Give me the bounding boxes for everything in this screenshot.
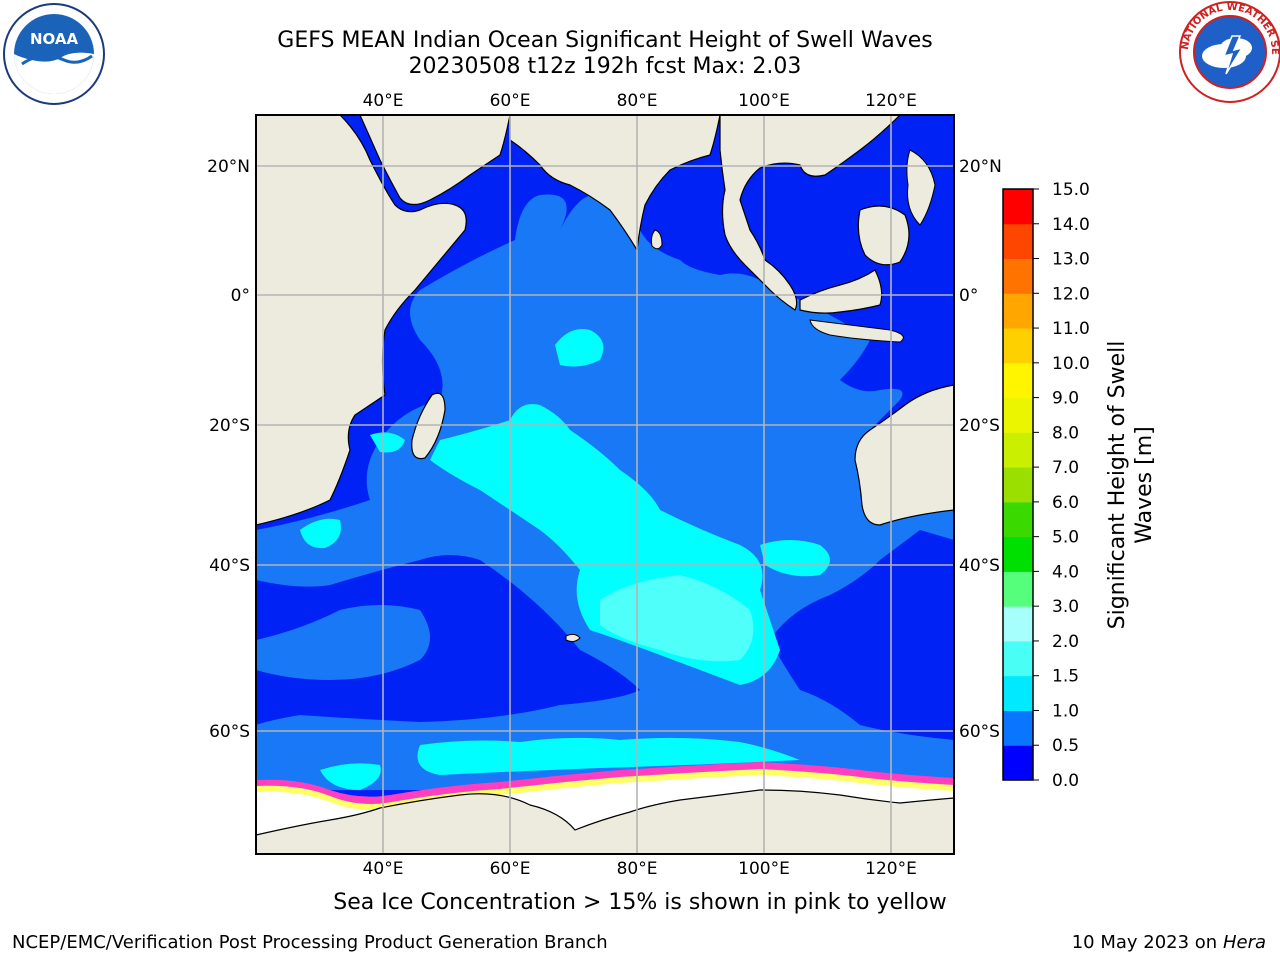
lat-label-left: 40°S [209,556,250,576]
colorbar-segment [1003,640,1033,677]
colorbar-segment [1003,467,1033,503]
land-africa [256,115,467,526]
land-kerguelen [565,633,581,643]
colorbar-tick-label: 4.0 [1052,562,1079,582]
colorbar: 0.0 0.5 1.0 1.5 2.0 3.0 4.0 5.0 6.0 7.0 8.0 9.0 10.0… [1002,180,1090,791]
swell-patch-sw2 [370,432,405,453]
lat-label-right: 60°S [959,722,1000,742]
colorbar-segment [1003,189,1033,225]
colorbar-tick-label: 8.0 [1052,423,1079,443]
colorbar-tick-label: 7.0 [1052,458,1079,478]
svg-text:NOAA: NOAA [30,30,79,48]
colorbar-segment [1003,571,1033,607]
swell-patch-sw [300,518,341,549]
land-madagascar [411,392,446,460]
sea-ice-note: Sea Ice Concentration > 15% is shown in … [333,890,947,915]
title-line-2: 20230508 t12z 192h fcst Max: 2.03 [408,54,802,79]
colorbar-segment [1003,328,1033,364]
nws-logo-icon: NATIONAL WEATHER SERVICE [1178,0,1280,103]
lat-label-right: 40°S [959,556,1000,576]
land-indonesia [799,269,883,314]
swell-band-peak [600,575,754,662]
lon-labels-top: 40°E 60°E 80°E 100°E 120°E [363,91,917,111]
land-borneo [857,205,910,266]
colorbar-tick-label: 3.0 [1052,597,1079,617]
colorbar-tick-label: 15.0 [1052,180,1090,200]
lon-label-bottom: 40°E [363,859,404,879]
colorbar-tick-label: 0.0 [1052,771,1079,791]
swell-band-mid-south [256,605,430,680]
lat-label-right: 20°N [959,157,1002,177]
lon-label-top: 40°E [363,91,404,111]
lon-labels-bottom: 40°E 60°E 80°E 100°E 120°E [363,859,917,879]
lon-label-bottom: 120°E [865,859,917,879]
land-southeast-asia [719,115,901,311]
lat-label-left: 20°S [209,416,250,436]
colorbar-label-line-2: Waves [m] [1132,426,1157,543]
colorbar-tick-label: 12.0 [1052,284,1090,304]
colorbar-tick-label: 13.0 [1052,250,1090,270]
lon-label-bottom: 60°E [490,859,531,879]
colorbar-tick-label: 10.0 [1052,354,1090,374]
map-frame [255,114,955,855]
colorbar-segment [1003,362,1033,399]
colorbar-segment [1003,501,1033,538]
colorbar-segment [1003,293,1033,329]
lon-label-top: 60°E [490,91,531,111]
lon-label-bottom: 80°E [617,859,658,879]
credit-left: NCEP/EMC/Verification Post Processing Pr… [12,932,608,953]
land-philippines [906,149,936,226]
lon-label-top: 80°E [617,91,658,111]
graticule [256,115,954,854]
colorbar-segment [1003,432,1033,468]
colorbar-tick-label: 0.5 [1052,736,1079,756]
swell-patch-east [760,540,830,577]
colorbar-segment [1003,710,1033,746]
colorbar-frame [1002,188,1034,781]
credit-host: Hera [1222,932,1266,953]
colorbar-segment [1003,223,1033,260]
lat-label-left: 0° [231,286,250,306]
colorbar-segment [1003,675,1033,711]
colorbar-segment [1003,606,1033,642]
colorbar-segment [1003,536,1033,572]
colorbar-tick-label: 5.0 [1052,528,1079,548]
land-sri-lanka [650,229,663,250]
swell-band-antarctic-2 [320,763,381,790]
lat-label-right: 0° [959,286,978,306]
colorbar-tick-label: 11.0 [1052,319,1090,339]
colorbar-tick-label: 1.5 [1052,667,1079,687]
colorbar-tick-label: 14.0 [1052,215,1090,235]
colorbar-tick-label: 1.0 [1052,701,1079,721]
credit-date: 10 May 2023 on [1071,932,1218,953]
land-australia [854,384,954,526]
lat-labels-left: 20°N 0° 20°S 40°S 60°S [207,157,250,742]
land-antarctica [256,789,954,854]
map-plot-area [256,115,954,854]
lat-label-left: 20°N [207,157,250,177]
lon-label-top: 120°E [865,91,917,111]
colorbar-tick-label: 6.0 [1052,493,1079,513]
colorbar-segment [1003,745,1033,781]
lat-label-right: 20°S [959,416,1000,436]
colorbar-tick-label: 2.0 [1052,632,1079,652]
colorbar-segment [1003,258,1033,294]
land-java [809,319,904,343]
swell-band-antarctic [417,737,800,775]
lat-labels-right: 20°N 0° 20°S 40°S 60°S [959,157,1002,742]
swell-patch-north [555,329,604,367]
lon-label-top: 100°E [738,91,790,111]
colorbar-segment [1003,397,1033,433]
colorbar-tick-label: 9.0 [1052,389,1079,409]
title-line-1: GEFS MEAN Indian Ocean Significant Heigh… [277,28,933,53]
colorbar-label-line-1: Significant Height of Swell [1105,341,1130,630]
lon-label-bottom: 100°E [738,859,790,879]
credit-right: 10 May 2023 on Hera [1072,932,1266,953]
noaa-logo-icon: NOAA [3,3,105,105]
land-arabia [359,115,511,206]
lat-label-left: 60°S [209,722,250,742]
